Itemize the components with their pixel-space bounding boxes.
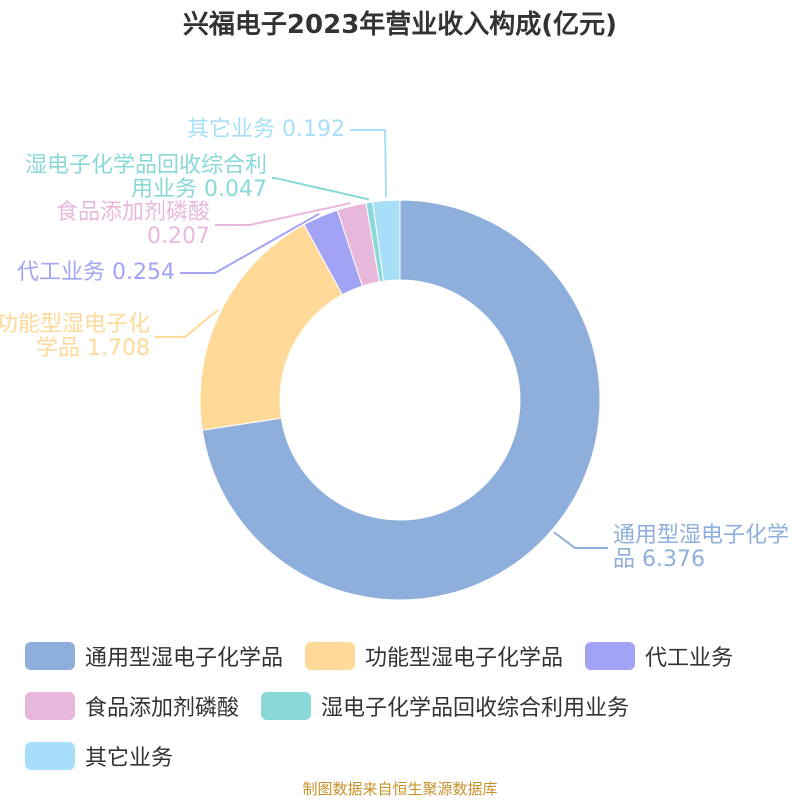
label-name: 通用型湿电子化学品 <box>613 523 790 572</box>
legend-item: 通用型湿电子化学品 <box>25 640 283 672</box>
label-name: 湿电子化学品回收综合利用业务 <box>24 153 267 202</box>
slice-label: 食品添加剂磷酸 0.207 <box>40 201 210 249</box>
legend-label: 功能型湿电子化学品 <box>365 646 564 671</box>
leader-line <box>272 177 370 201</box>
legend-label: 湿电子化学品回收综合利用业务 <box>321 696 630 721</box>
label-value: 1.708 <box>87 336 150 361</box>
slice-label: 功能型湿电子化学品 1.708 <box>0 313 150 361</box>
label-value: 0.047 <box>204 177 267 202</box>
legend-item: 代工业务 <box>585 640 733 672</box>
legend-swatch <box>25 692 75 720</box>
slice-label: 代工业务 0.254 <box>5 261 175 285</box>
label-name: 代工业务 <box>17 260 106 285</box>
legend-swatch <box>585 642 636 670</box>
label-value: 0.207 <box>147 224 210 249</box>
leader-line <box>180 212 320 274</box>
legend-item: 食品添加剂磷酸 <box>25 690 239 722</box>
slice-label: 通用型湿电子化学品 6.376 <box>613 524 793 572</box>
leader-line <box>155 309 219 338</box>
label-value: 6.376 <box>642 547 705 572</box>
label-value: 0.254 <box>112 260 175 285</box>
slice <box>372 199 401 282</box>
legend-swatch <box>25 742 75 770</box>
label-name: 功能型湿电子化学品 <box>0 312 150 361</box>
chart-title: 兴福电子2023年营业收入构成(亿元) <box>182 10 618 40</box>
label-name: 食品添加剂磷酸 <box>55 200 210 225</box>
legend-label: 代工业务 <box>645 646 734 671</box>
legend-item: 功能型湿电子化学品 <box>305 640 563 672</box>
legend-label: 食品添加剂磷酸 <box>85 696 240 721</box>
slice-label: 其它业务 0.192 <box>175 118 345 142</box>
slice <box>201 199 601 601</box>
leader-line <box>553 531 608 549</box>
slice-label: 湿电子化学品回收综合利用业务 0.047 <box>17 154 267 202</box>
legend-swatch <box>25 642 75 670</box>
legend-item: 湿电子化学品回收综合利用业务 <box>261 690 629 722</box>
legend-item: 其它业务 <box>25 740 173 772</box>
leader-line <box>350 129 388 198</box>
source: 制图数据来自恒生聚源数据库 <box>302 780 498 798</box>
label-name: 其它业务 <box>187 117 276 142</box>
leader-line <box>215 202 351 226</box>
legend-swatch <box>261 692 312 720</box>
legend: 通用型湿电子化学品 功能型湿电子化学品 代工业务食品添加剂磷酸 湿电子化学品回收综合利… <box>25 640 795 772</box>
label-value: 0.192 <box>282 117 345 142</box>
legend-swatch <box>305 642 356 670</box>
legend-label: 通用型湿电子化学品 <box>85 646 284 671</box>
legend-label: 其它业务 <box>85 746 174 771</box>
